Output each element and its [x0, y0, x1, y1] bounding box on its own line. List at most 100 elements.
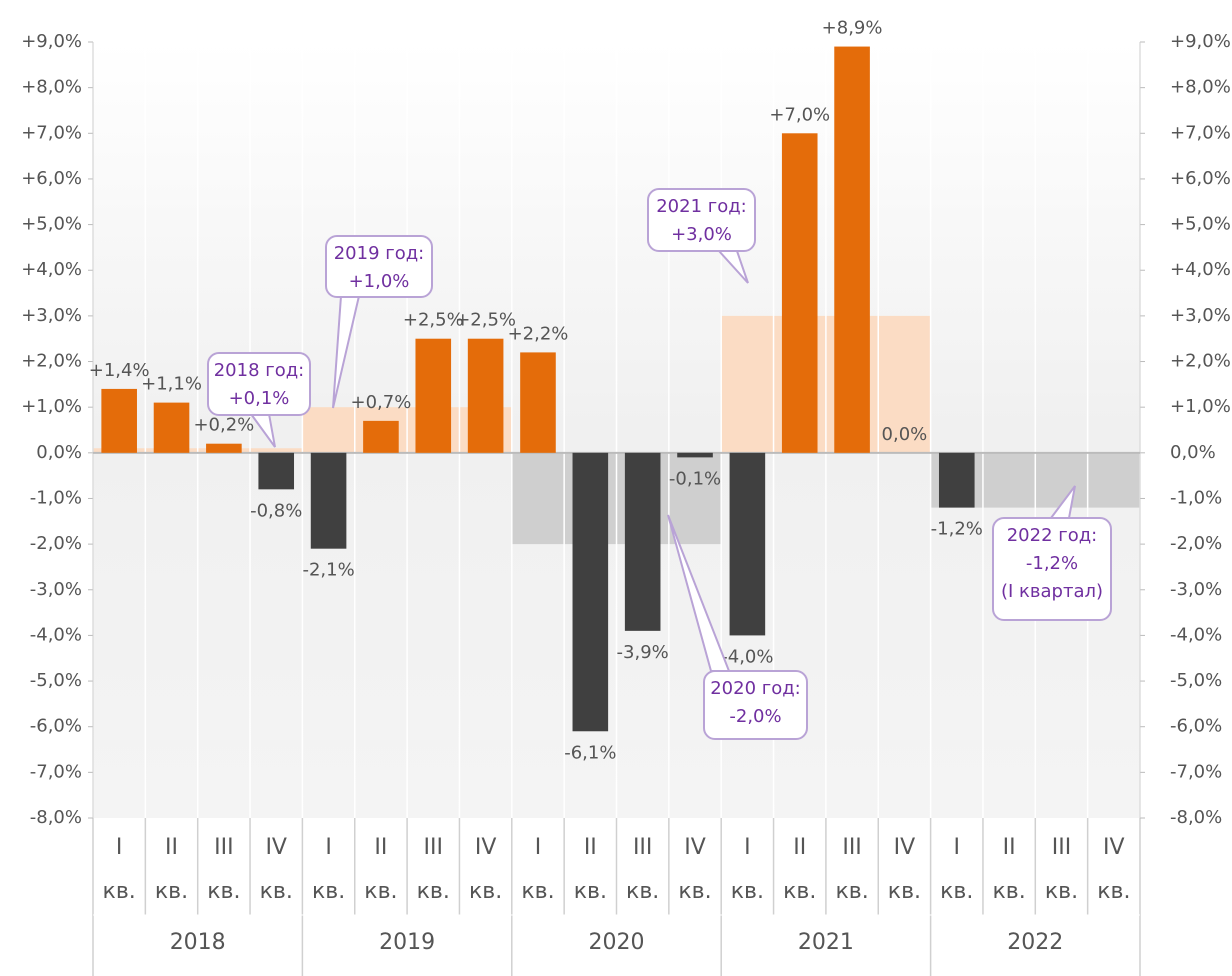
y2-tick-label: -8,0% — [1170, 807, 1222, 828]
y-tick-label: -4,0% — [30, 624, 82, 645]
bar — [834, 46, 870, 453]
callout-text: 2022 год: — [1006, 525, 1098, 546]
y2-tick-label: -2,0% — [1170, 533, 1222, 554]
y-tick-label: +3,0% — [21, 305, 82, 326]
bar — [415, 338, 452, 453]
callout-text: 2018 год: — [213, 360, 305, 381]
year-label: 2020 — [588, 930, 645, 955]
bar — [467, 338, 504, 453]
y2-tick-label: +9,0% — [1170, 31, 1231, 52]
data-label: -0,8% — [250, 500, 302, 521]
data-label: +2,2% — [508, 323, 569, 344]
x-tick-label: II кв. — [573, 835, 607, 904]
bar — [938, 452, 975, 508]
data-label: +8,9% — [822, 18, 883, 39]
y2-tick-label: -4,0% — [1170, 624, 1222, 645]
y2-tick-label: +6,0% — [1170, 168, 1231, 189]
y-tick-label: -6,0% — [30, 716, 82, 737]
y2-tick-label: +5,0% — [1170, 214, 1231, 235]
x-tick-label: I кв. — [521, 835, 555, 904]
y2-tick-label: +4,0% — [1170, 259, 1231, 280]
data-label: 0,0% — [882, 424, 928, 445]
x-tick-label: I кв. — [940, 835, 974, 904]
y-tick-label: -3,0% — [30, 579, 82, 600]
y-tick-label: +9,0% — [21, 31, 82, 52]
data-label: -4,0% — [721, 646, 773, 667]
x-tick-label: IV кв. — [1097, 835, 1131, 904]
x-tick-label: III кв. — [1044, 835, 1079, 904]
y2-tick-label: +8,0% — [1170, 77, 1231, 98]
x-tick-label: IV кв. — [678, 835, 712, 904]
y2-tick-label: -1,0% — [1170, 487, 1222, 508]
x-tick-label: II кв. — [783, 835, 817, 904]
x-tick-label: III кв. — [207, 835, 241, 904]
data-label: -3,9% — [617, 642, 669, 663]
bar — [310, 452, 347, 549]
x-tick-label: I кв. — [311, 835, 346, 904]
y2-tick-label: -6,0% — [1170, 716, 1222, 737]
y2-tick-label: +7,0% — [1170, 122, 1231, 143]
callout-text: +0,1% — [228, 388, 290, 409]
x-tick-label: III кв. — [416, 835, 450, 904]
callout-text: +3,0% — [671, 224, 732, 245]
y-tick-label: +2,0% — [21, 351, 82, 372]
y-tick-label: +6,0% — [21, 168, 82, 189]
data-label: -2,1% — [302, 560, 354, 581]
data-label: -0,1% — [669, 468, 721, 489]
bar — [153, 402, 190, 453]
y-tick-label: -1,0% — [30, 487, 82, 508]
data-label: -1,2% — [931, 519, 983, 540]
y2-tick-label: -3,0% — [1170, 579, 1222, 600]
bar — [206, 443, 242, 453]
bar — [258, 452, 295, 490]
data-label: +1,1% — [141, 374, 202, 395]
x-tick-label: IV кв. — [468, 835, 503, 904]
y-tick-label: +7,0% — [21, 122, 82, 143]
bar — [781, 133, 818, 453]
annual-callout: 2019 год: +1,0% — [325, 235, 433, 298]
x-tick-label: III кв. — [835, 835, 869, 904]
y-tick-label: +1,0% — [21, 396, 82, 417]
data-label: -6,1% — [564, 742, 616, 763]
y-tick-label: -5,0% — [30, 670, 82, 691]
year-label: 2021 — [797, 930, 854, 955]
y2-tick-label: +3,0% — [1170, 305, 1231, 326]
y-tick-label: -7,0% — [30, 761, 82, 782]
bar — [520, 352, 556, 453]
bar — [729, 452, 766, 636]
x-tick-label: IV кв. — [887, 835, 922, 904]
y-tick-label: -2,0% — [30, 533, 82, 554]
y-tick-label: +8,0% — [21, 77, 82, 98]
annual-callout: 2020 год: -2,0% — [703, 670, 808, 740]
y-tick-label: -8,0% — [30, 807, 82, 828]
data-label: +2,5% — [455, 310, 516, 331]
y2-tick-label: 0,0% — [1170, 442, 1216, 463]
callout-text: (I квартал) — [1000, 581, 1104, 602]
callout-text: +1,0% — [348, 271, 410, 292]
x-tick-label: IV кв. — [259, 835, 293, 904]
data-label: +1,4% — [89, 360, 150, 381]
bar — [101, 388, 137, 453]
x-tick-label: III кв. — [626, 835, 660, 904]
year-label: 2022 — [1007, 930, 1064, 955]
x-tick-label: I кв. — [730, 835, 764, 904]
annual-callout: 2018 год: +0,1% — [207, 352, 311, 416]
data-label: +0,2% — [193, 415, 254, 436]
callout-text: 2019 год: — [333, 243, 425, 264]
data-label: +7,0% — [769, 104, 830, 125]
callout-text: -2,0% — [729, 706, 782, 727]
x-tick-label: I кв. — [102, 835, 136, 904]
y2-tick-label: -5,0% — [1170, 670, 1222, 691]
year-label: 2018 — [169, 930, 226, 955]
callout-text: 2020 год: — [710, 678, 801, 699]
data-label: +0,7% — [351, 392, 412, 413]
bar — [363, 420, 399, 453]
y2-tick-label: +2,0% — [1170, 351, 1231, 372]
y-tick-label: 0,0% — [36, 442, 82, 463]
x-tick-label: II кв. — [154, 835, 189, 904]
x-tick-label: II кв. — [364, 835, 398, 904]
bar — [624, 452, 661, 631]
y2-tick-label: +1,0% — [1170, 396, 1231, 417]
x-tick-label: II кв. — [992, 835, 1026, 904]
